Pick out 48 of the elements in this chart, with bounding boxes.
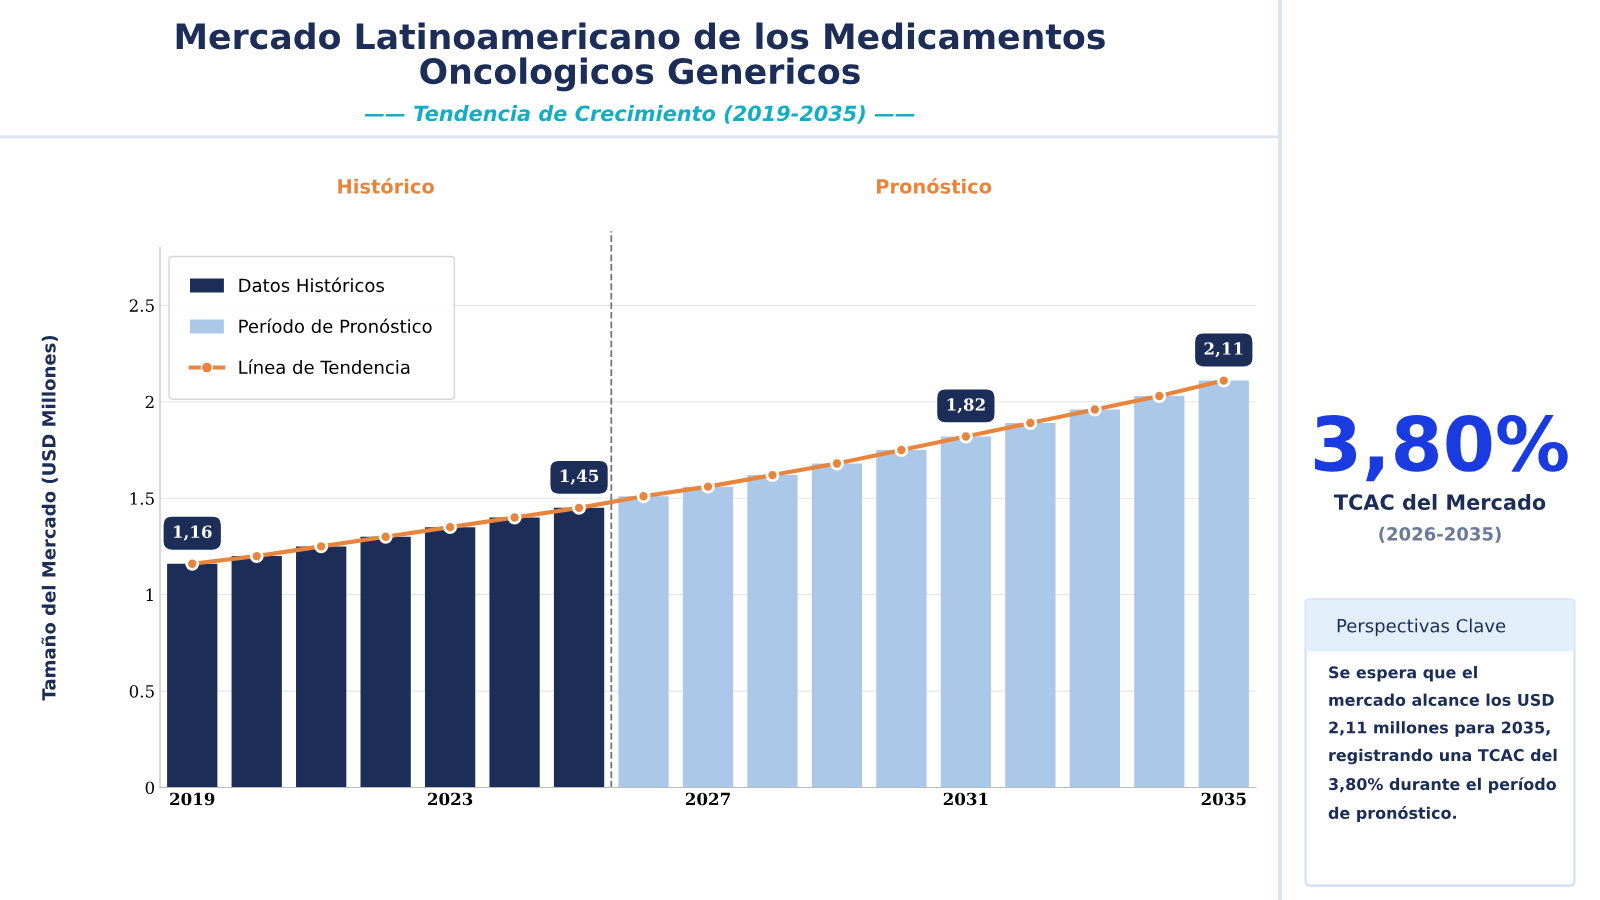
bar — [231, 556, 282, 788]
point — [894, 443, 909, 457]
bar — [1069, 409, 1120, 788]
y-tick-label: 1 — [146, 588, 153, 601]
text: Histórico — [338, 177, 434, 194]
x-tick-label: 2023 — [428, 792, 473, 806]
bar — [424, 527, 476, 788]
point — [1152, 389, 1167, 403]
legend-label: Datos Históricos — [239, 277, 384, 293]
chart-subtitle: —— Tendencia de Crecimiento (2019-2035) —— — [364, 105, 915, 124]
text: Perspectivas Clave — [1337, 618, 1506, 637]
y-axis-title: Tamaño del Mercado (USD Millones) — [41, 335, 58, 701]
text: TCAC del Mercado — [1333, 493, 1546, 511]
data-label: 2,11 — [1204, 342, 1243, 358]
x-tick-label: 2019 — [170, 792, 215, 806]
chart-title: Mercado Latinoamericano de los Medicamentos Oncologicos Genericos — [176, 22, 1105, 92]
x-tick-label: 2035 — [1201, 792, 1246, 806]
x-tick-label: 2031 — [943, 792, 988, 806]
point — [1023, 416, 1038, 430]
y-tick-label: 0 — [145, 781, 155, 795]
legend-label: Línea de Tendencia — [239, 359, 410, 375]
data-label: 1,45 — [560, 469, 599, 485]
bar — [1198, 380, 1249, 788]
text: Se espera que el mercado alcance los USD 2,11 millones para 2035, registrando una TCAC del 3,80% durante el período de pronóstico. — [1328, 666, 1557, 823]
text: (2026-2035) — [1379, 526, 1501, 543]
bar — [553, 507, 605, 788]
y-tick-label: 1.5 — [130, 492, 154, 505]
bar — [1134, 396, 1185, 788]
data-label: 1,16 — [173, 525, 212, 541]
data-label: 1,82 — [947, 398, 985, 414]
bar — [489, 517, 540, 788]
bar — [682, 486, 734, 788]
bar — [618, 496, 669, 788]
bar — [360, 536, 411, 788]
y-tick-label: 2.5 — [129, 299, 154, 312]
y-tick-label: 2 — [145, 395, 154, 409]
bar — [167, 563, 218, 788]
legend-label: Período de Pronóstico — [239, 318, 432, 334]
bar — [747, 475, 798, 788]
bar — [876, 450, 927, 788]
text: 3,80% — [1314, 415, 1568, 482]
bar — [1005, 423, 1056, 788]
bar — [296, 546, 347, 788]
y-tick-label: 0.5 — [129, 685, 154, 698]
x-tick-label: 2027 — [685, 792, 730, 806]
bar — [940, 436, 992, 788]
bar — [811, 463, 863, 788]
text: Pronóstico — [877, 177, 992, 194]
